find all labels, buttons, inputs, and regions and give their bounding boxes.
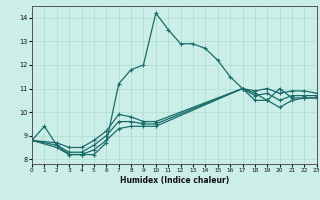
X-axis label: Humidex (Indice chaleur): Humidex (Indice chaleur): [120, 176, 229, 185]
